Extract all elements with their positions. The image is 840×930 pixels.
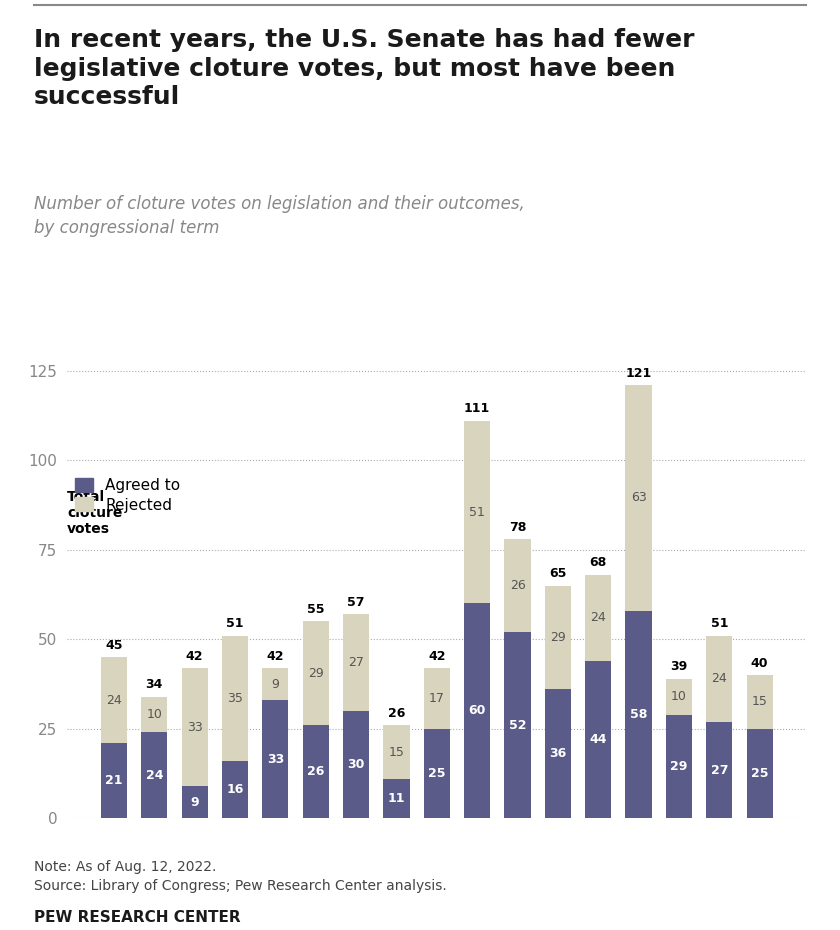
Text: 16: 16: [226, 783, 244, 796]
Bar: [302, 621, 328, 725]
Text: 9: 9: [271, 678, 279, 691]
Text: 51: 51: [226, 618, 244, 631]
Text: 29: 29: [670, 760, 688, 773]
Text: 15: 15: [389, 746, 404, 759]
Bar: [343, 711, 370, 818]
Bar: [302, 725, 328, 818]
Text: 24: 24: [711, 672, 727, 685]
Text: 78: 78: [509, 521, 526, 534]
Text: 33: 33: [186, 721, 202, 734]
Text: 58: 58: [630, 708, 648, 721]
Text: 60: 60: [469, 704, 486, 717]
Bar: [666, 679, 692, 714]
Bar: [101, 658, 127, 743]
Text: 68: 68: [590, 556, 606, 569]
Text: 11: 11: [388, 792, 405, 805]
Text: 26: 26: [388, 707, 405, 720]
Text: 29: 29: [550, 631, 566, 644]
Text: 25: 25: [751, 767, 769, 780]
Text: 36: 36: [549, 748, 566, 761]
Text: 42: 42: [266, 649, 284, 662]
Text: 24: 24: [106, 694, 122, 707]
Text: 9: 9: [191, 796, 199, 809]
Bar: [423, 668, 450, 729]
Bar: [626, 611, 652, 818]
Legend: Agreed to, Rejected: Agreed to, Rejected: [75, 478, 181, 512]
Text: 55: 55: [307, 603, 324, 616]
Text: 65: 65: [549, 567, 566, 580]
Text: 39: 39: [670, 660, 688, 673]
Text: 17: 17: [429, 692, 444, 705]
Text: 24: 24: [591, 611, 606, 624]
Bar: [343, 614, 370, 711]
Bar: [383, 779, 410, 818]
Text: 10: 10: [671, 690, 687, 703]
Text: 45: 45: [105, 639, 123, 652]
Text: 26: 26: [307, 765, 324, 778]
Bar: [504, 539, 531, 632]
Bar: [504, 632, 531, 818]
Text: Note: As of Aug. 12, 2022.: Note: As of Aug. 12, 2022.: [34, 860, 216, 874]
Text: 52: 52: [509, 719, 527, 732]
Text: In recent years, the U.S. Senate has had fewer
legislative cloture votes, but mo: In recent years, the U.S. Senate has had…: [34, 28, 694, 110]
Text: Total
cloture
votes: Total cloture votes: [67, 489, 123, 536]
Text: 27: 27: [348, 656, 364, 669]
Text: 40: 40: [751, 657, 769, 670]
Bar: [383, 725, 410, 779]
Text: 44: 44: [590, 733, 607, 746]
Bar: [545, 586, 571, 689]
Bar: [262, 668, 288, 700]
Bar: [464, 420, 491, 604]
Bar: [626, 385, 652, 611]
Bar: [101, 743, 127, 818]
Bar: [706, 636, 732, 722]
Bar: [181, 668, 207, 786]
Text: 15: 15: [752, 696, 768, 709]
Text: 29: 29: [307, 667, 323, 680]
Text: 63: 63: [631, 491, 647, 504]
Text: 10: 10: [146, 708, 162, 721]
Bar: [423, 729, 450, 818]
Text: 35: 35: [227, 692, 243, 705]
Bar: [464, 604, 491, 818]
Bar: [747, 729, 773, 818]
Text: 51: 51: [470, 506, 485, 519]
Text: PEW RESEARCH CENTER: PEW RESEARCH CENTER: [34, 910, 240, 924]
Bar: [181, 786, 207, 818]
Text: Source: Library of Congress; Pew Research Center analysis.: Source: Library of Congress; Pew Researc…: [34, 879, 446, 893]
Bar: [585, 661, 612, 818]
Text: 57: 57: [347, 596, 365, 609]
Bar: [222, 761, 248, 818]
Bar: [545, 689, 571, 818]
Bar: [747, 675, 773, 729]
Text: 27: 27: [711, 764, 728, 777]
Text: 26: 26: [510, 579, 525, 592]
Text: 21: 21: [105, 775, 123, 788]
Text: 121: 121: [626, 366, 652, 379]
Text: 51: 51: [711, 618, 728, 631]
Text: 30: 30: [348, 758, 365, 771]
Bar: [666, 714, 692, 818]
Bar: [141, 733, 167, 818]
Text: 42: 42: [186, 649, 203, 662]
Text: 25: 25: [428, 767, 445, 780]
Bar: [141, 697, 167, 733]
Bar: [222, 636, 248, 761]
Bar: [585, 575, 612, 661]
Text: 42: 42: [428, 649, 445, 662]
Text: Number of cloture votes on legislation and their outcomes,
by congressional term: Number of cloture votes on legislation a…: [34, 195, 524, 237]
Text: 33: 33: [267, 752, 284, 765]
Text: 34: 34: [145, 678, 163, 691]
Bar: [262, 700, 288, 818]
Text: 111: 111: [464, 403, 491, 416]
Bar: [706, 722, 732, 818]
Text: 24: 24: [145, 769, 163, 782]
